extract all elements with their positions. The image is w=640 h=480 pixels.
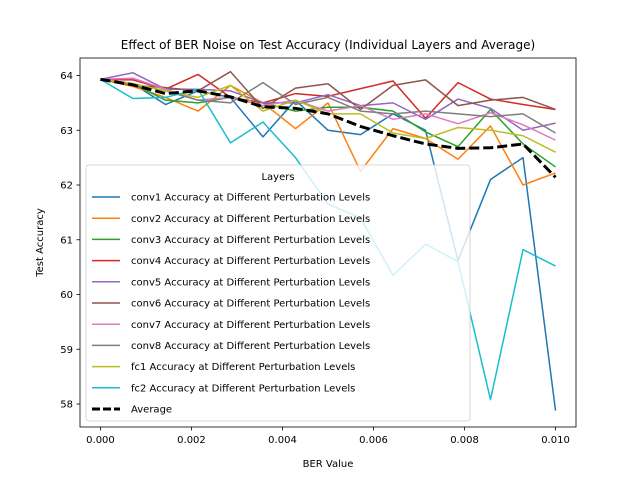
series-line-10 [100,77,557,179]
legend-title: Layers [261,172,294,183]
plot-frame [79,57,577,428]
series-line-0 [100,78,557,411]
y-axis-ticks: 58 59 60 61 62 63 64 [60,71,80,411]
legend-label: Average [131,405,172,416]
y-tick-label: 58 [60,400,73,411]
legend-label: conv1 Accuracy at Different Perturbation… [131,193,370,204]
x-tick-label: 0.002 [177,435,206,446]
y-tick-label: 61 [60,235,73,246]
x-tick-label: 0.008 [450,435,479,446]
x-axis-ticks: 0.000 0.002 0.004 0.006 0.008 0.010 [86,427,570,446]
x-tick-label: 0.004 [268,435,297,446]
x-tick-label: 0.010 [541,435,570,446]
series-layer [100,70,557,411]
y-axis-title: Test Accuracy [35,208,46,278]
legend-label: conv7 Accuracy at Different Perturbation… [131,320,370,331]
legend-label: conv3 Accuracy at Different Perturbation… [131,235,370,246]
y-tick-label: 60 [60,290,73,301]
chart-title: Effect of BER Noise on Test Accuracy (In… [121,38,535,52]
legend-label: fc2 Accuracy at Different Perturbation L… [131,383,355,394]
y-tick-label: 64 [60,71,73,82]
legend-items: conv1 Accuracy at Different Perturbation… [92,193,370,416]
series-line-2 [100,78,556,168]
x-tick-label: 0.006 [359,435,388,446]
series-line-3 [100,73,556,119]
legend-label: conv2 Accuracy at Different Perturbation… [131,214,370,225]
legend: Layers conv1 Accuracy at Different Pertu… [85,164,471,422]
legend-label: conv4 Accuracy at Different Perturbation… [131,256,370,267]
y-tick-label: 59 [60,345,73,356]
series-line-1 [100,78,556,186]
legend-box [85,164,471,422]
x-axis-title: BER Value [303,459,354,470]
legend-label: conv6 Accuracy at Different Perturbation… [131,299,370,310]
y-tick-label: 62 [60,181,73,192]
legend-label: conv5 Accuracy at Different Perturbation… [131,277,370,288]
series-line-5 [100,70,556,111]
legend-label: conv8 Accuracy at Different Perturbation… [131,341,370,352]
y-tick-label: 63 [60,126,73,137]
x-tick-label: 0.000 [86,435,115,446]
legend-label: fc1 Accuracy at Different Perturbation L… [131,362,355,373]
